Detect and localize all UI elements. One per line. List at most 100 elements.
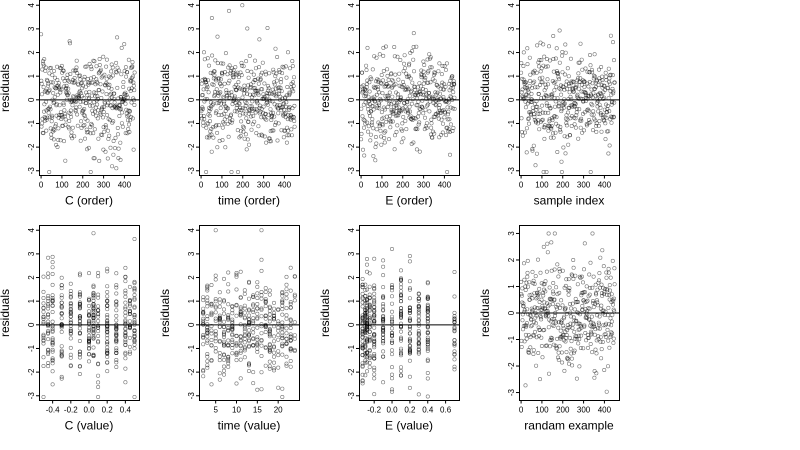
data-point: [222, 341, 227, 346]
data-point: [439, 72, 444, 77]
data-point: [425, 318, 430, 323]
data-point: [382, 107, 387, 112]
data-point: [540, 355, 545, 360]
data-point: [104, 76, 109, 81]
data-point: [390, 94, 395, 99]
data-point: [386, 93, 391, 98]
data-point: [409, 88, 414, 93]
data-point: [91, 336, 96, 341]
y-tick-label: -3: [507, 388, 516, 396]
data-point: [213, 304, 218, 309]
data-point: [437, 91, 442, 96]
data-point: [600, 74, 605, 79]
data-point: [545, 64, 550, 69]
data-point: [230, 323, 235, 328]
data-point: [96, 318, 101, 323]
data-point: [603, 70, 608, 75]
data-point: [363, 373, 368, 378]
data-point: [544, 269, 549, 274]
data-point: [606, 66, 611, 71]
data-point: [540, 103, 545, 108]
data-point: [276, 68, 281, 73]
data-point: [372, 313, 377, 318]
data-point: [205, 121, 210, 126]
data-point: [566, 357, 571, 362]
data-point: [96, 136, 101, 141]
data-point: [238, 313, 243, 318]
data-point: [119, 121, 124, 126]
data-point: [242, 136, 247, 141]
data-point: [576, 136, 581, 141]
data-point: [586, 118, 591, 123]
data-point: [596, 109, 601, 114]
data-point: [240, 87, 245, 92]
data-point: [588, 320, 593, 325]
data-point: [539, 297, 544, 302]
data-point: [119, 45, 124, 50]
data-point: [272, 123, 277, 128]
data-point: [587, 285, 592, 290]
data-point: [598, 78, 603, 83]
data-point: [606, 270, 611, 275]
data-point: [209, 15, 214, 20]
data-point: [416, 328, 421, 333]
data-point: [522, 85, 527, 90]
data-point: [90, 123, 95, 128]
data-point: [207, 113, 212, 118]
data-point: [578, 41, 583, 46]
data-point: [360, 300, 365, 305]
data-point: [255, 341, 260, 346]
data-point: [114, 318, 119, 323]
data-point: [211, 101, 216, 106]
data-point: [361, 117, 366, 122]
x-tick-label: 100: [375, 181, 389, 190]
data-point: [123, 294, 128, 299]
data-point: [416, 331, 421, 336]
data-point: [132, 313, 137, 318]
data-point: [556, 320, 561, 325]
x-tick-label: 100: [55, 181, 69, 190]
data-point: [381, 273, 386, 278]
data-point: [201, 295, 206, 300]
data-point: [364, 300, 369, 305]
data-point: [578, 345, 583, 350]
data-point: [420, 73, 425, 78]
data-point: [532, 329, 537, 334]
data-point: [587, 292, 592, 297]
data-point: [360, 339, 365, 344]
data-point: [99, 96, 104, 101]
data-point: [407, 296, 412, 301]
data-point: [123, 326, 128, 331]
data-point: [59, 316, 64, 321]
data-point: [534, 120, 539, 125]
data-point: [527, 280, 532, 285]
data-point: [89, 67, 94, 72]
x-tick-label: 200: [396, 181, 410, 190]
data-point: [255, 280, 260, 285]
data-point: [381, 327, 386, 332]
data-point: [587, 70, 592, 75]
data-point: [540, 307, 545, 312]
data-point: [46, 306, 51, 311]
data-point: [411, 69, 416, 74]
data-point: [77, 305, 82, 310]
data-point: [418, 84, 423, 89]
data-point: [114, 326, 119, 331]
data-point: [602, 118, 607, 123]
data-point: [416, 99, 421, 104]
data-point: [276, 353, 281, 358]
data-point: [522, 323, 527, 328]
data-point: [425, 102, 430, 107]
data-point: [211, 125, 216, 130]
data-point: [589, 324, 594, 329]
data-point: [271, 90, 276, 95]
data-point: [46, 275, 51, 280]
data-point: [123, 305, 128, 310]
data-point: [84, 64, 89, 69]
data-point: [579, 57, 584, 62]
data-point: [392, 147, 397, 152]
data-point: [43, 65, 48, 70]
data-point: [398, 289, 403, 294]
data-point: [108, 103, 113, 108]
